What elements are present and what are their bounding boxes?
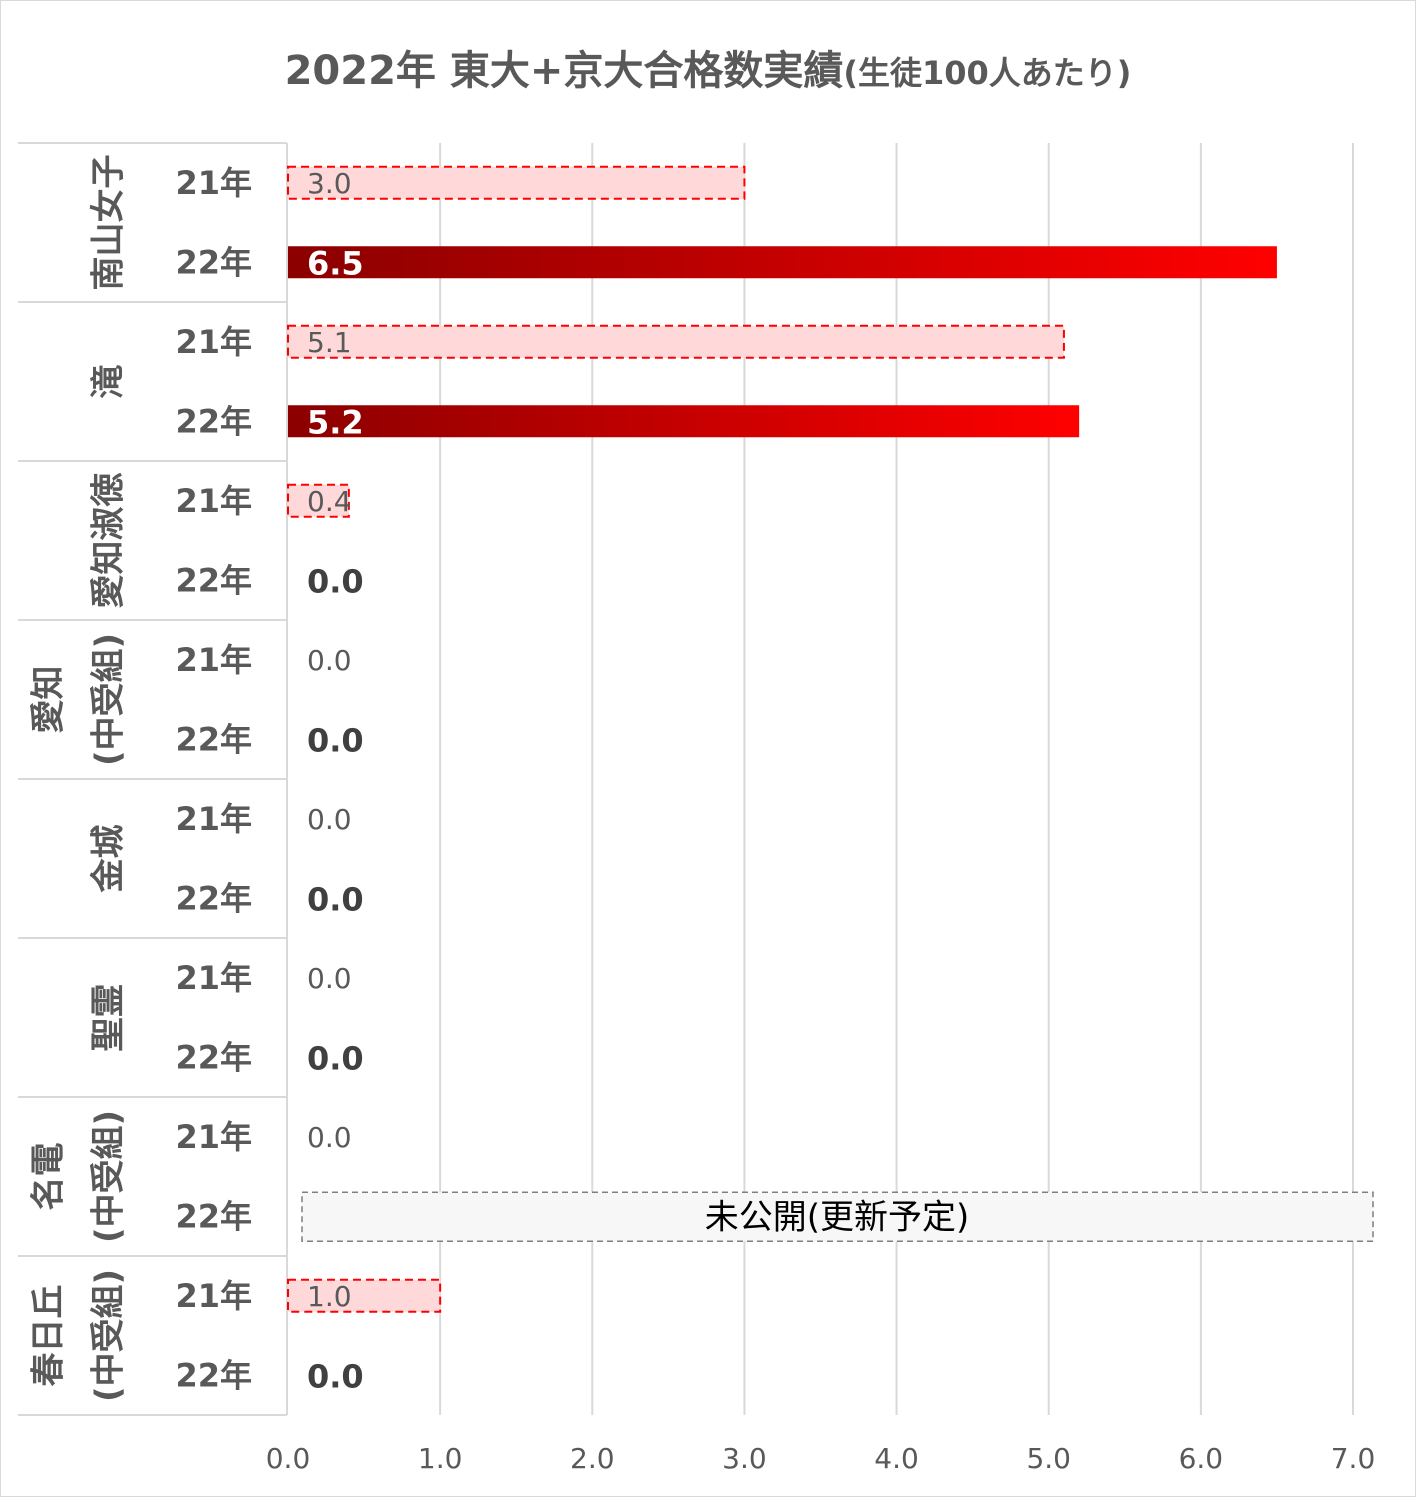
school-label: (中受組) [89, 633, 129, 766]
unpublished-note: 未公開(更新予定) [705, 1197, 970, 1237]
school-label: 愛知淑徳 [89, 473, 129, 609]
x-tick-label: 7.0 [1331, 1442, 1376, 1475]
school-label: (中受組) [89, 1269, 129, 1402]
year-label: 22年 [175, 402, 252, 440]
value-label-22: 0.0 [307, 1357, 364, 1395]
year-label: 21年 [175, 1277, 252, 1315]
school-label: 南山女子 [89, 155, 129, 291]
value-label-21: 0.0 [307, 962, 352, 995]
school-label: 滝 [89, 365, 129, 399]
value-label-22: 0.0 [307, 562, 364, 600]
value-label-21: 1.0 [307, 1280, 352, 1313]
year-label: 21年 [175, 800, 252, 838]
bar-22 [288, 405, 1080, 438]
value-label-21: 3.0 [307, 167, 352, 200]
year-label: 21年 [175, 641, 252, 679]
value-label-21: 0.0 [307, 1121, 352, 1154]
year-label: 22年 [175, 720, 252, 758]
x-tick-label: 1.0 [418, 1442, 463, 1475]
value-label-22: 5.2 [307, 403, 364, 441]
x-tick-label: 2.0 [570, 1442, 615, 1475]
year-label: 21年 [175, 1118, 252, 1156]
x-tick-label: 0.0 [266, 1442, 311, 1475]
chart-title: 2022年 東大+京大合格数実績(生徒100人あたり) [0, 38, 1416, 96]
school-label: 聖霊 [89, 984, 129, 1052]
x-tick-label: 4.0 [874, 1442, 919, 1475]
year-label: 22年 [175, 1356, 252, 1394]
x-tick-label: 5.0 [1026, 1442, 1071, 1475]
bar-22 [288, 246, 1277, 279]
value-label-21: 0.0 [307, 803, 352, 836]
value-label-21: 0.4 [307, 485, 352, 518]
chart-title-main: 2022年 東大+京大合格数実績 [284, 48, 844, 94]
year-label: 22年 [175, 561, 252, 599]
year-label: 22年 [175, 243, 252, 281]
bar-21 [287, 165, 746, 200]
value-label-22: 0.0 [307, 721, 364, 759]
value-label-21: 0.0 [307, 644, 352, 677]
value-label-22: 0.0 [307, 880, 364, 918]
year-label: 21年 [175, 959, 252, 997]
chart-title-sub: (生徒100人あたり) [843, 54, 1132, 92]
unpublished-box [301, 1191, 1374, 1242]
bar-21 [287, 1278, 442, 1313]
bars: 3.0 6.5 5.1 5.2 0.4 0.0 0.0 0.0 0.0 0.0 0.0 0.0 0.0 未… [287, 165, 1374, 1395]
year-label: 21年 [175, 323, 252, 361]
year-label: 21年 [175, 164, 252, 202]
school-label: (中受組) [89, 1110, 129, 1243]
value-label-21: 5.1 [307, 326, 352, 359]
value-label-22: 0.0 [307, 1039, 364, 1077]
year-label: 21年 [175, 482, 252, 520]
x-axis-ticks: 0.0 1.0 2.0 3.0 4.0 5.0 6.0 7.0 [266, 1442, 1376, 1475]
school-label: 春日丘 [29, 1285, 69, 1387]
school-label: 愛知 [29, 666, 69, 734]
school-label: 名電 [29, 1143, 69, 1211]
value-label-22: 6.5 [307, 244, 364, 282]
year-label: 22年 [175, 879, 252, 917]
school-label: 金城 [89, 825, 129, 894]
bar-21 [287, 324, 1065, 359]
bar-21 [287, 483, 350, 518]
x-tick-label: 6.0 [1179, 1442, 1224, 1475]
year-label: 22年 [175, 1038, 252, 1076]
x-tick-label: 3.0 [722, 1442, 767, 1475]
year-label: 22年 [175, 1197, 252, 1235]
